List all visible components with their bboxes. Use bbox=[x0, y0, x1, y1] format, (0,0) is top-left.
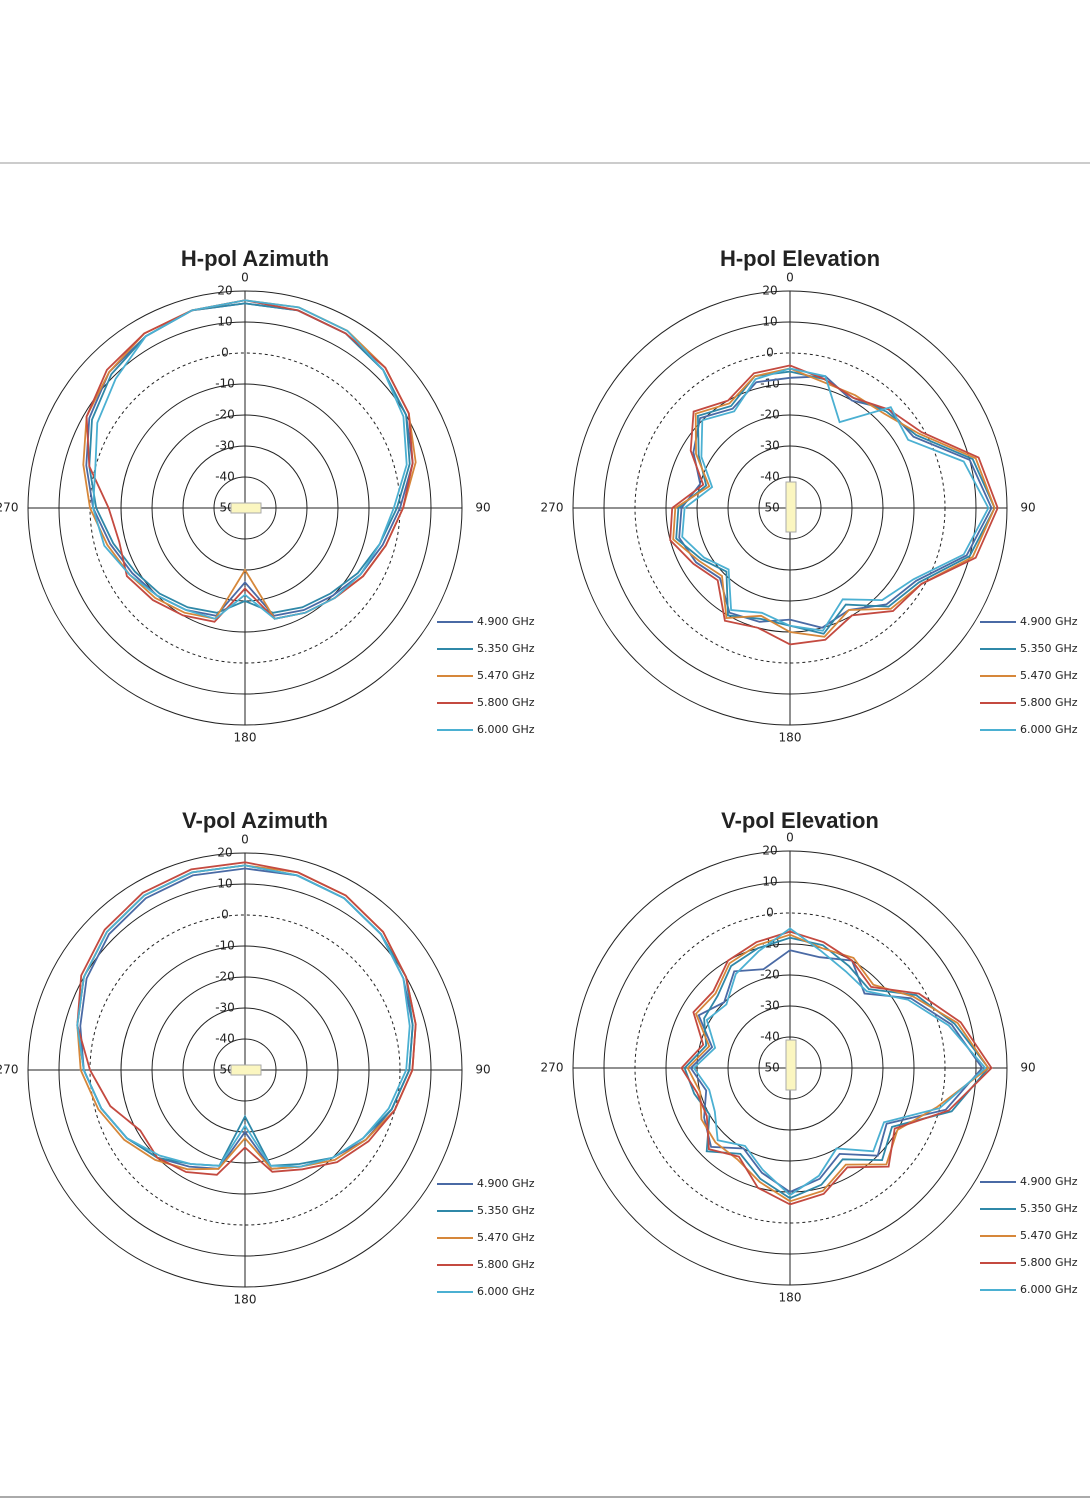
radial-tick-label: -20 bbox=[760, 408, 780, 422]
radial-tick-label: -10 bbox=[215, 377, 235, 391]
series-line bbox=[669, 364, 999, 646]
series-line bbox=[92, 299, 408, 620]
radial-tick-label: -20 bbox=[215, 408, 235, 422]
radial-tick-label: 10 bbox=[762, 875, 777, 889]
antenna-icon bbox=[230, 1064, 262, 1076]
angle-tick-label: 180 bbox=[234, 1293, 257, 1307]
legend-label: 5.350 GHz bbox=[477, 1204, 535, 1217]
radial-tick-label: 20 bbox=[762, 284, 777, 298]
radial-tick-label: -10 bbox=[760, 377, 780, 391]
legend-label: 6.000 GHz bbox=[477, 1285, 535, 1298]
legend-label: 5.470 GHz bbox=[477, 669, 535, 682]
radial-tick-label: 0 bbox=[221, 908, 229, 922]
radial-tick-label: -30 bbox=[760, 439, 780, 453]
angle-tick-label: 90 bbox=[475, 501, 490, 515]
chart-title: H-pol Azimuth bbox=[181, 246, 329, 271]
legend-label: 4.900 GHz bbox=[477, 615, 535, 628]
radial-tick-label: 10 bbox=[217, 315, 232, 329]
legend-label: 5.350 GHz bbox=[1020, 642, 1078, 655]
angle-tick-label: 180 bbox=[234, 731, 257, 745]
series-line bbox=[689, 949, 984, 1194]
angle-tick-label: 270 bbox=[0, 1063, 18, 1077]
radial-tick-label: -20 bbox=[215, 970, 235, 984]
angle-tick-label: 0 bbox=[241, 833, 249, 847]
radial-tick-label: -50 bbox=[760, 501, 780, 515]
angle-tick-label: 0 bbox=[786, 271, 794, 285]
radial-tick-label: -40 bbox=[760, 470, 780, 484]
radial-tick-label: 0 bbox=[221, 346, 229, 360]
legend-label: 5.800 GHz bbox=[477, 696, 535, 709]
legend-label: 6.000 GHz bbox=[1020, 723, 1078, 736]
radial-tick-label: -40 bbox=[215, 1032, 235, 1046]
chart-title: V-pol Elevation bbox=[721, 808, 879, 833]
legend-label: 5.470 GHz bbox=[477, 1231, 535, 1244]
radial-tick-label: -30 bbox=[760, 999, 780, 1013]
series-line bbox=[692, 927, 987, 1197]
antenna-icon bbox=[785, 481, 797, 533]
series-line bbox=[76, 861, 417, 1176]
radial-tick-label: -40 bbox=[760, 1030, 780, 1044]
angle-tick-label: 180 bbox=[779, 1291, 802, 1305]
radial-tick-label: 10 bbox=[762, 315, 777, 329]
legend-label: 6.000 GHz bbox=[477, 723, 535, 736]
legend-label: 4.900 GHz bbox=[477, 1177, 535, 1190]
radial-tick-label: -50 bbox=[760, 1061, 780, 1075]
legend-label: 4.900 GHz bbox=[1020, 615, 1078, 628]
legend-label: 6.000 GHz bbox=[1020, 1283, 1078, 1296]
radial-tick-label: 20 bbox=[762, 844, 777, 858]
radial-tick-label: -30 bbox=[215, 1001, 235, 1015]
radial-tick-label: 20 bbox=[217, 284, 232, 298]
radial-tick-label: 20 bbox=[217, 846, 232, 860]
series-line bbox=[88, 302, 411, 614]
series-line bbox=[681, 367, 990, 632]
radial-tick-label: -20 bbox=[760, 968, 780, 982]
radial-tick-label: 0 bbox=[766, 346, 774, 360]
radial-tick-label: -10 bbox=[215, 939, 235, 953]
radial-tick-label: -50 bbox=[215, 1063, 235, 1077]
series-line bbox=[686, 933, 990, 1203]
series-line bbox=[683, 936, 990, 1200]
angle-tick-label: 90 bbox=[475, 1063, 490, 1077]
radial-tick-label: 0 bbox=[766, 906, 774, 920]
chart-title: H-pol Elevation bbox=[720, 246, 880, 271]
series-line bbox=[76, 864, 411, 1168]
legend-label: 5.800 GHz bbox=[1020, 696, 1078, 709]
angle-tick-label: 90 bbox=[1020, 501, 1035, 515]
series-line bbox=[672, 367, 996, 638]
radial-tick-label: 10 bbox=[217, 877, 232, 891]
antenna-icon bbox=[230, 502, 262, 514]
series-line bbox=[678, 375, 993, 629]
legend-label: 5.800 GHz bbox=[1020, 1256, 1078, 1269]
antenna-icon bbox=[785, 1039, 797, 1091]
series-line bbox=[85, 299, 414, 623]
series-line bbox=[680, 930, 993, 1206]
chart-title: V-pol Azimuth bbox=[182, 808, 328, 833]
angle-tick-label: 270 bbox=[541, 501, 564, 515]
legend-label: 5.350 GHz bbox=[477, 642, 535, 655]
series-line bbox=[79, 867, 414, 1170]
legend-label: 5.800 GHz bbox=[477, 1258, 535, 1271]
radial-tick-label: -40 bbox=[215, 470, 235, 484]
angle-tick-label: 0 bbox=[786, 831, 794, 845]
angle-tick-label: 270 bbox=[541, 1061, 564, 1075]
legend-label: 5.350 GHz bbox=[1020, 1202, 1078, 1215]
legend-label: 4.900 GHz bbox=[1020, 1175, 1078, 1188]
angle-tick-label: 90 bbox=[1020, 1061, 1035, 1075]
radial-tick-label: -50 bbox=[215, 501, 235, 515]
angle-tick-label: 180 bbox=[779, 731, 802, 745]
angle-tick-label: 0 bbox=[241, 271, 249, 285]
legend-label: 5.470 GHz bbox=[1020, 1229, 1078, 1242]
legend-label: 5.470 GHz bbox=[1020, 669, 1078, 682]
radial-tick-label: -30 bbox=[215, 439, 235, 453]
angle-tick-label: 270 bbox=[0, 501, 18, 515]
